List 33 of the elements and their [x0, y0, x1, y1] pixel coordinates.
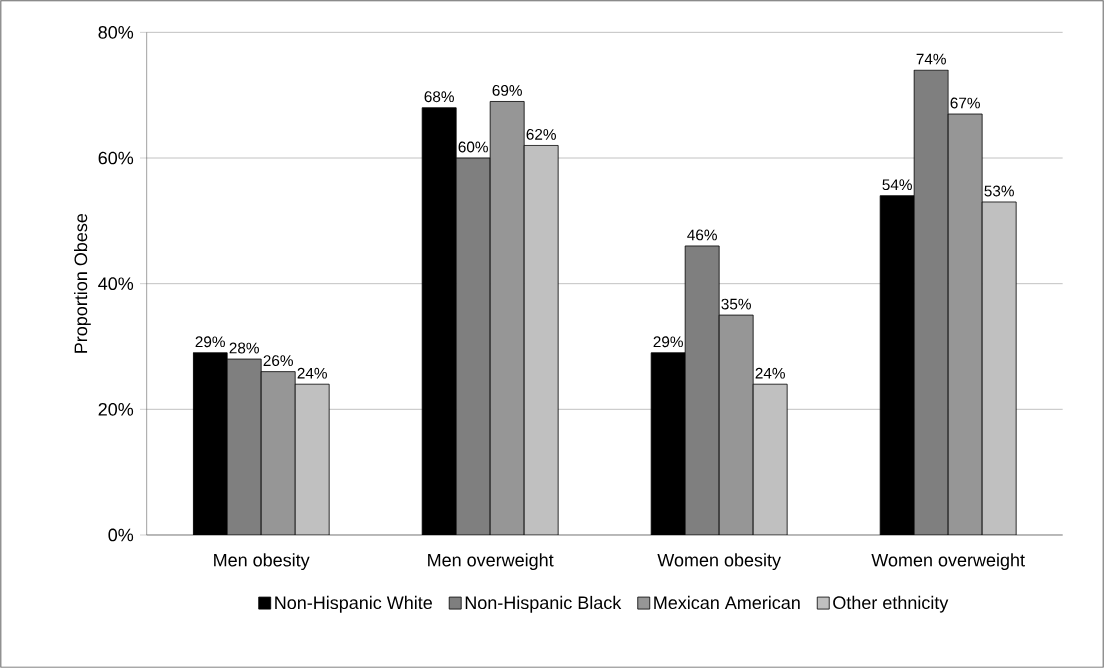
data-label: 68% — [424, 91, 454, 103]
data-label: 28% — [229, 342, 259, 354]
data-label: 35% — [721, 298, 751, 310]
legend-label: Mexican American — [654, 595, 800, 610]
data-label: 29% — [653, 336, 683, 348]
data-label: 24% — [755, 367, 785, 379]
y-tick-label: 40% — [98, 277, 134, 291]
data-label: 60% — [458, 141, 488, 153]
data-label: 54% — [882, 179, 912, 191]
x-tick-label: Women obesity — [657, 553, 781, 571]
bar — [718, 314, 754, 535]
data-label: 67% — [950, 97, 980, 109]
x-tick-label: Women overweight — [871, 553, 1025, 571]
y-tick-label: 60% — [98, 151, 134, 165]
bar — [489, 101, 525, 535]
data-label: 26% — [263, 355, 293, 367]
y-tick-label: 20% — [98, 402, 134, 416]
data-label: 62% — [526, 128, 556, 140]
data-label: 69% — [492, 85, 522, 96]
y-axis-title: Proportion Obese — [74, 213, 91, 353]
data-label: 24% — [297, 367, 327, 379]
legend-label: Non-Hispanic Black — [465, 595, 622, 613]
data-label: 46% — [687, 229, 717, 241]
y-tick-label: 80% — [98, 25, 134, 39]
legend-label: Other ethnicity — [833, 595, 949, 613]
data-label: 74% — [916, 53, 946, 65]
data-label: 29% — [195, 336, 225, 348]
x-tick-label: Men overweight — [428, 553, 554, 571]
y-tick-label: 0% — [108, 528, 134, 542]
x-tick-label: Men obesity — [214, 553, 310, 571]
legend-label: Non-Hispanic White — [275, 595, 432, 613]
bar — [260, 371, 296, 535]
data-label: 53% — [984, 185, 1014, 197]
